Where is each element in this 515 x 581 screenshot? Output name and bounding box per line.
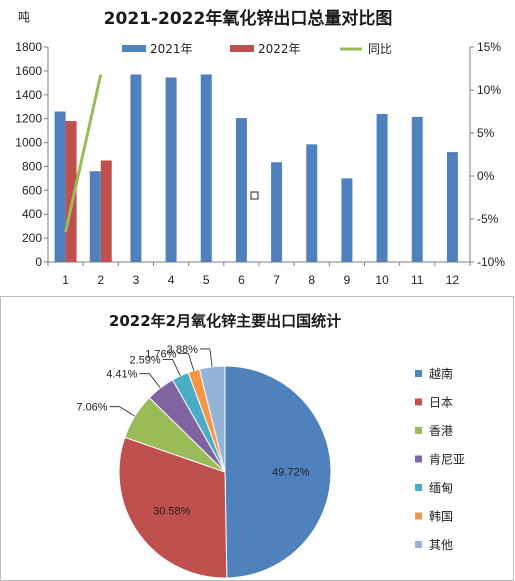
pie-legend-label-0: 越南 [429,366,453,381]
bar-2021 [130,74,142,262]
y-tick-label: 400 [22,207,42,221]
bar-2021 [376,113,388,262]
pie-label-1: 30.58% [153,506,191,518]
pie-legend-swatch-0 [415,370,422,377]
pie-leader-3 [139,373,161,389]
pie-slice-1 [118,436,228,579]
pie-label-5: 1.76% [145,349,176,361]
bar-2021 [446,152,458,262]
bar-chart-title: 2021-2022年氧化锌出口总量对比图 [104,8,393,29]
y2-tick-label: -5% [477,212,499,226]
pie-label-0: 49.72% [272,466,310,478]
y-tick-label: 0 [35,255,42,269]
pie-slice-6 [198,365,226,473]
x-tick-label: 4 [168,273,175,287]
pie-legend-swatch-1 [415,398,422,406]
plot-marker [250,191,259,200]
pie-label-4: 2.59% [129,355,160,367]
pie-legend-swatch-6 [415,541,422,548]
pie-leader-2 [109,406,136,417]
pie-leader-6 [199,348,213,367]
legend-label-1: 2022年 [258,42,301,56]
bar-2021 [411,116,423,262]
x-tick-label: 2 [97,273,104,287]
x-tick-label: 11 [411,273,424,287]
pie-label-6: 3.88% [167,344,198,356]
x-tick-label: 1 [62,273,69,287]
pie-legend-swatch-3 [415,455,422,463]
y-axis-unit-label: 吨 [18,10,30,24]
bar-2021 [235,118,247,262]
pie-legend-label-1: 日本 [429,396,453,410]
x-tick-label: 10 [375,273,389,287]
bar-chart: 2021-2022年氧化锌出口总量对比图 吨 18001600140012001… [15,8,505,287]
legend-label-yoy: 同比 [368,42,392,56]
pie-legend-swatch-2 [415,427,422,434]
y-tick-label: 1400 [15,88,42,102]
y-tick-label: 1000 [15,136,42,150]
y2-tick-label: 5% [477,126,495,140]
x-tick-label: 8 [308,273,315,287]
pie-labels: 49.72% 30.58% 7.06% 4.41% 2.59%1.76%3.88% [76,344,309,518]
bar-2021 [306,144,318,262]
y-tick-label: 1600 [15,64,42,78]
pie-legend-label-6: 其他 [429,538,453,552]
bar-legend: 2021年 2022年 同比 [122,42,392,56]
bar-2022 [65,121,77,262]
pie-chart-title: 2022年2月氧化锌主要出口国统计 [109,312,341,330]
y2-tick-label: 0% [477,169,495,183]
y-tick-label: 800 [22,159,42,173]
bar-marks [54,74,458,262]
y-tick-label: 1800 [15,40,42,54]
pie-slices [118,365,332,579]
pie-legend-label-3: 肯尼亚 [429,453,465,467]
bar-2021 [341,178,353,262]
bar-2022 [100,160,112,262]
bar-2021 [54,111,66,262]
x-tick-label: 3 [133,273,140,287]
x-tick-label: 12 [446,273,460,287]
pie-label-2: 7.06% [76,402,107,414]
pie-label-3: 4.41% [106,369,137,381]
y2-tick-label: -10% [477,255,505,269]
y-tick-label: 200 [22,231,42,245]
yoy-line [64,74,103,233]
pie-legend-label-4: 缅甸 [429,481,453,495]
pie-slice-0 [224,365,332,579]
x-tick-label: 9 [344,273,351,287]
bar-axes: 18001600140012001000800600400200015%10%5… [15,40,505,287]
y2-tick-label: 10% [477,83,501,97]
y-tick-label: 600 [22,183,42,197]
legend-swatch-1 [230,45,254,52]
pie-legend-swatch-4 [415,484,422,491]
bar-2021 [271,162,283,262]
bar-2021 [165,77,177,262]
legend-label-0: 2021年 [150,42,193,56]
y2-tick-label: 15% [477,40,501,54]
x-tick-label: 7 [273,273,280,287]
pie-leader-5 [178,353,195,371]
bar-2021 [89,171,101,262]
bar-2021 [200,74,212,262]
pie-leader-4 [162,359,181,377]
pie-legend-label-2: 香港 [429,424,453,438]
x-tick-label: 6 [238,273,245,287]
pie-legend-label-5: 韩国 [429,509,453,524]
legend-swatch-0 [122,45,146,52]
pie-chart: 2022年2月氧化锌主要出口国统计 49.72% 30.58% 7.06% 4.41%… [76,312,465,579]
y-tick-label: 1200 [15,112,42,126]
x-tick-label: 5 [203,273,210,287]
pie-legend-swatch-5 [415,512,422,520]
